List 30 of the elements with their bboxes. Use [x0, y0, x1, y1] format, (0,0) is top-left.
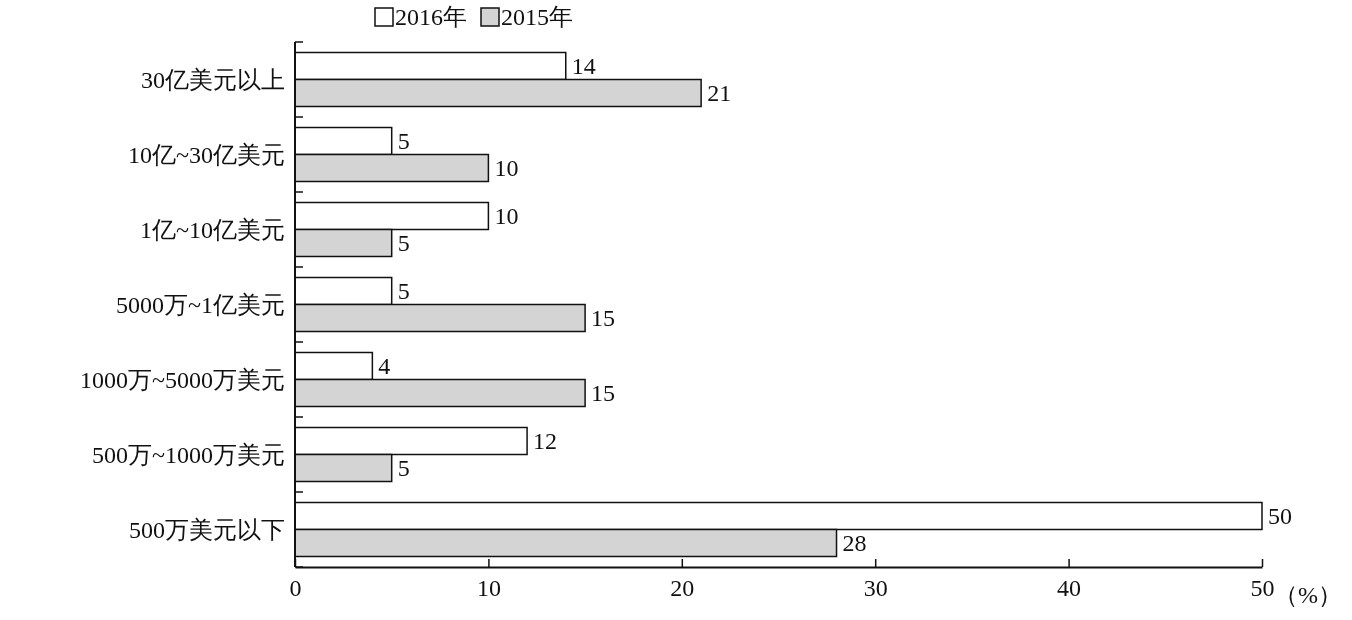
- x-tick-label: 10: [476, 575, 501, 602]
- y-tick-label: 10亿~30亿美元: [128, 141, 285, 168]
- legend-label: 2015年: [501, 4, 573, 30]
- data-label: 4: [378, 353, 391, 380]
- data-label: 10: [494, 155, 519, 182]
- data-label: 28: [842, 530, 867, 557]
- data-label: 15: [591, 380, 616, 407]
- data-label: 50: [1268, 503, 1292, 530]
- y-tick-label: 5000万~1亿美元: [116, 291, 285, 318]
- y-tick-label: 1亿~10亿美元: [140, 216, 285, 243]
- data-label: 5: [397, 230, 410, 257]
- data-label: 15: [591, 305, 616, 332]
- y-tick-label: 1000万~5000万美元: [80, 366, 285, 393]
- data-label: 14: [571, 53, 596, 80]
- data-label: 5: [397, 128, 410, 155]
- x-tick-label: 30: [863, 575, 888, 602]
- x-tick-label: 0: [289, 575, 302, 602]
- data-label: 21: [707, 80, 732, 107]
- y-tick-label: 30亿美元以上: [141, 66, 285, 93]
- data-label: 12: [533, 428, 558, 455]
- legend-label: 2016年: [395, 4, 467, 30]
- data-label: 5: [397, 278, 410, 305]
- y-tick-label: 500万~1000万美元: [92, 441, 285, 468]
- x-tick-label: 20: [670, 575, 695, 602]
- y-tick-label: 500万美元以下: [129, 516, 285, 543]
- x-tick-label: 50: [1250, 575, 1275, 602]
- x-axis-title: （%）: [1274, 582, 1342, 608]
- data-label: 10: [494, 203, 519, 230]
- x-tick-label: 40: [1057, 575, 1082, 602]
- data-label: 5: [397, 455, 410, 482]
